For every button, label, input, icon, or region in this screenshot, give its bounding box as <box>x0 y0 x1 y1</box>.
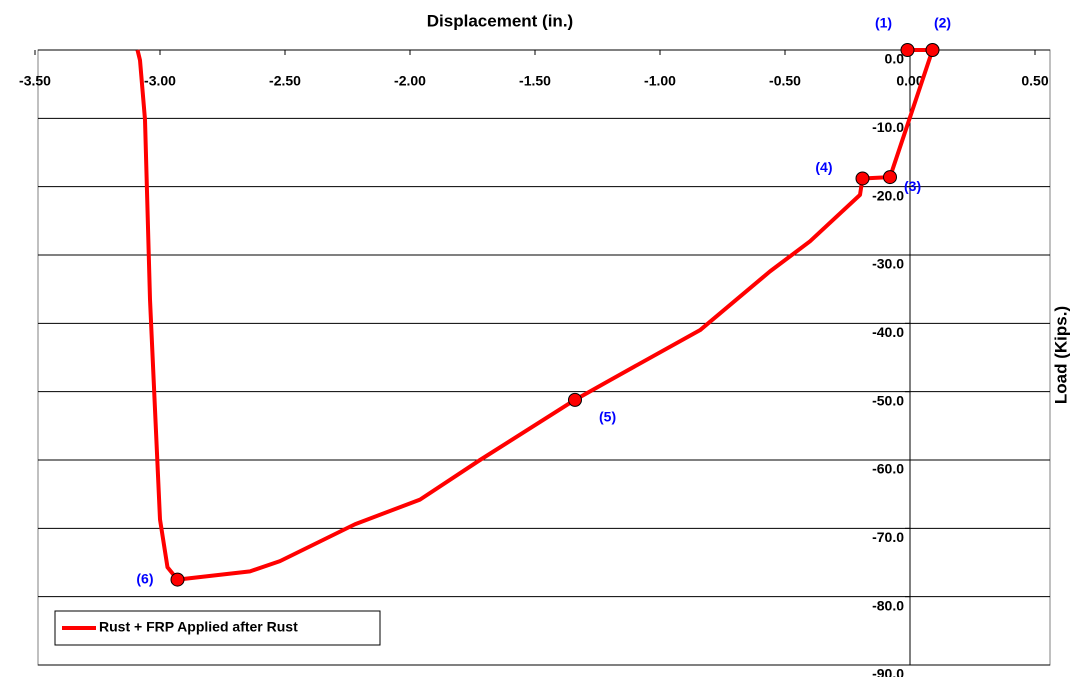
legend-box <box>54 610 381 646</box>
y-tick-label: -60.0 <box>872 461 904 477</box>
point-marker <box>170 572 185 587</box>
x-tick-label: -2.00 <box>394 73 426 89</box>
annotation: (2) <box>934 15 951 31</box>
annotation: (5) <box>599 409 616 425</box>
x-tick-label: -0.50 <box>769 73 801 89</box>
annotation: (1) <box>875 15 892 31</box>
x-tick-label: -3.50 <box>19 73 51 89</box>
y-tick-label: -10.0 <box>872 119 904 135</box>
point-marker <box>855 171 870 186</box>
point-marker <box>900 43 915 57</box>
point-marker <box>568 392 582 407</box>
x-tick-label: -3.00 <box>144 73 176 89</box>
data-line <box>135 48 935 582</box>
plot-area <box>37 49 1051 666</box>
x-tick-label: -1.00 <box>644 73 676 89</box>
y-tick-label: -90.0 <box>872 666 904 677</box>
y-tick-label: -80.0 <box>872 597 904 613</box>
x-tick-label: 0.50 <box>1021 73 1048 89</box>
y-tick-label: -20.0 <box>872 187 904 203</box>
x-axis-title: Displacement (in.) <box>427 11 573 30</box>
y-tick-label: 0.0 <box>885 51 905 67</box>
y-axis-title: Load (Kips.) <box>1051 306 1070 404</box>
y-tick-label: -40.0 <box>872 324 904 340</box>
point-marker <box>925 43 940 57</box>
y-tick-label: -50.0 <box>872 392 904 408</box>
y-tick-label: -30.0 <box>872 256 904 272</box>
x-tick-label: 0.00 <box>896 73 923 89</box>
legend-label: Rust + FRP Applied after Rust <box>99 619 298 635</box>
annotation: (4) <box>815 159 832 175</box>
annotation: (3) <box>904 178 921 194</box>
point-marker <box>883 170 897 185</box>
x-tick-label: -2.50 <box>269 73 301 89</box>
annotation: (6) <box>136 570 153 586</box>
y-tick-label: -70.0 <box>872 529 904 545</box>
x-tick-label: -1.50 <box>519 73 551 89</box>
